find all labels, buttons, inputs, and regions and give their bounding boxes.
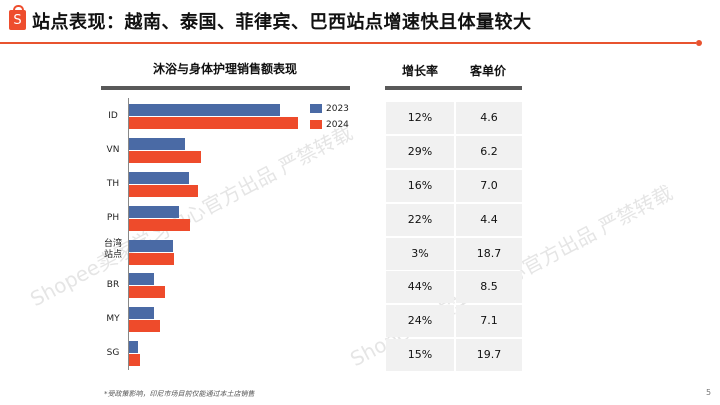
avg-order-cell: 19.7: [456, 339, 522, 371]
growth-rate-cell: 3%: [386, 238, 454, 270]
divider-dot: [696, 40, 702, 46]
bar-2023: [129, 206, 179, 218]
header-avg-order-value: 客单价: [469, 64, 506, 78]
avg-order-cell: 4.6: [456, 102, 522, 134]
avg-order-cell: 7.0: [456, 170, 522, 202]
page-number: 5: [706, 388, 712, 397]
bar-2023: [129, 307, 154, 319]
bar-2023: [129, 138, 185, 150]
category-label: TH: [106, 179, 120, 189]
bar-2023: [129, 104, 280, 116]
growth-rate-cell: 22%: [386, 204, 454, 236]
bar-2024: [129, 219, 190, 231]
legend-2023: 2023: [310, 104, 349, 114]
category-label: BR: [106, 280, 120, 290]
title-divider: [0, 42, 696, 44]
header-growth-rate: 增长率: [401, 64, 438, 78]
chart-header-rule: [101, 86, 350, 90]
bar-2024: [129, 286, 165, 298]
category-label: MY: [106, 314, 120, 324]
y-axis: [128, 98, 129, 370]
growth-rate-cell: 29%: [386, 136, 454, 168]
growth-rate-cell: 44%: [386, 271, 454, 303]
bar-2024: [129, 253, 174, 265]
avg-order-cell: 8.5: [456, 271, 522, 303]
bar-2024: [129, 151, 201, 163]
legend-swatch-2023: [310, 104, 322, 113]
legend-swatch-2024: [310, 120, 322, 129]
avg-order-cell: 18.7: [456, 238, 522, 270]
growth-rate-cell: 12%: [386, 102, 454, 134]
avg-order-cell: 7.1: [456, 305, 522, 337]
chart-title: 沐浴与身体护理销售额表现: [152, 62, 297, 76]
bar-2023: [129, 172, 189, 184]
growth-rate-cell: 16%: [386, 170, 454, 202]
watermark: Shopee卖家学习中心官方出品 严禁转载: [26, 120, 357, 312]
category-label: SG: [106, 348, 120, 358]
legend-2024: 2024: [310, 120, 349, 130]
shopee-bag-icon: S: [9, 5, 26, 30]
bar-2023: [129, 240, 173, 252]
table-header-rule: [385, 86, 522, 90]
category-label: 台湾 站点: [103, 239, 122, 260]
bar-2024: [129, 320, 160, 332]
growth-rate-cell: 15%: [386, 339, 454, 371]
bar-2024: [129, 185, 198, 197]
bar-2023: [129, 341, 138, 353]
bar-2024: [129, 354, 140, 366]
category-label: VN: [106, 145, 120, 155]
growth-rate-cell: 24%: [386, 305, 454, 337]
avg-order-cell: 6.2: [456, 136, 522, 168]
bar-2023: [129, 273, 154, 285]
bar-2024: [129, 117, 298, 129]
avg-order-cell: 4.4: [456, 204, 522, 236]
page-title: 站点表现：越南、泰国、菲律宾、巴西站点增速快且体量较大: [32, 12, 532, 33]
footnote: *受政策影响，印尼市场目前仅能通过本土店销售: [104, 390, 255, 398]
category-label: PH: [106, 213, 120, 223]
category-label: ID: [108, 111, 118, 121]
